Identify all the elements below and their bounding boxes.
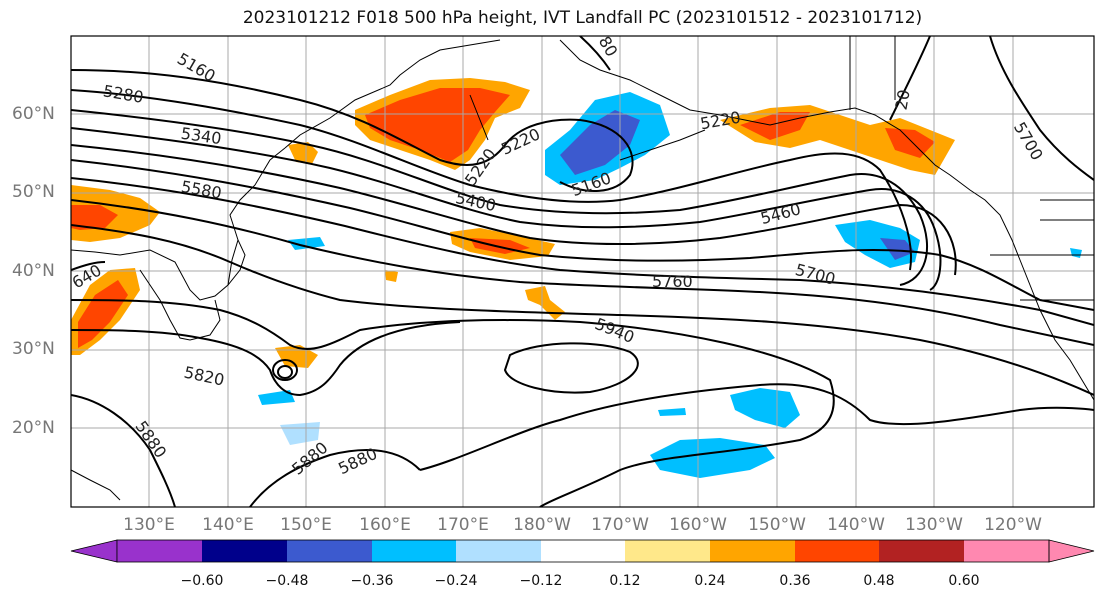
lon-label: 180°W — [513, 515, 571, 535]
lon-label: 170°W — [591, 515, 649, 535]
contour-label: 5940 — [592, 314, 637, 347]
lon-label: 170°E — [437, 515, 489, 535]
contour-label: 5400 — [454, 188, 498, 215]
chart-title: 2023101212 F018 500 hPa height, IVT Land… — [242, 8, 923, 28]
colorbar-segment — [456, 540, 541, 562]
colorbar-tick: 0.60 — [948, 573, 980, 589]
ivt-shading — [71, 78, 1082, 478]
colorbar-segment — [879, 540, 964, 562]
contour-label: 5160 — [174, 49, 219, 86]
map-frame — [70, 35, 1095, 508]
height-contours — [71, 36, 1094, 507]
lat-label: 30°N — [12, 339, 55, 359]
colorbar-tick: −0.36 — [350, 573, 394, 589]
lat-label: 20°N — [12, 418, 55, 438]
colorbar-tick: 0.48 — [863, 573, 895, 589]
colorbar-tick: 0.24 — [694, 573, 726, 589]
lon-label: 120°W — [984, 515, 1042, 535]
contour-label: 5880 — [131, 417, 170, 461]
graticule — [71, 36, 1094, 507]
colorbar-tick: 0.12 — [609, 573, 641, 589]
lon-label: 150°W — [748, 515, 806, 535]
colorbar-tick: −0.24 — [434, 573, 478, 589]
colorbar-segment — [372, 540, 456, 562]
colorbar-tick: 0.36 — [779, 573, 811, 589]
contour-label: 5880 — [335, 444, 380, 478]
lon-label: 150°E — [280, 515, 332, 535]
colorbar-extend-low — [70, 539, 118, 563]
colorbar-segment — [625, 540, 710, 562]
contour-label: 20 — [891, 88, 913, 111]
lon-label: 140°E — [202, 515, 254, 535]
colorbar-tick: −0.12 — [519, 573, 563, 589]
lon-label: 130°W — [905, 515, 963, 535]
contour-label: 5820 — [182, 363, 226, 390]
contour-label: 5280 — [102, 81, 145, 107]
contour-label: 5700 — [793, 260, 837, 289]
lon-label: 140°W — [827, 515, 885, 535]
lon-label: 130°E — [123, 515, 175, 535]
colorbar-segment — [287, 540, 372, 562]
lon-label: 160°E — [359, 515, 411, 535]
colorbar-segment — [964, 540, 1049, 562]
contour-label: 5760 — [652, 272, 693, 291]
lat-label: 60°N — [12, 104, 55, 124]
colorbar-segment — [202, 540, 287, 562]
lat-label: 50°N — [12, 182, 55, 202]
colorbar-tick: −0.60 — [180, 573, 224, 589]
colorbar-segment — [710, 540, 795, 562]
colorbar-tick: −0.48 — [265, 573, 309, 589]
colorbar-segment — [795, 540, 879, 562]
colorbar-segment — [541, 540, 625, 562]
lon-label: 160°W — [669, 515, 727, 535]
lat-label: 40°N — [12, 261, 55, 281]
colorbar-segment — [117, 540, 202, 562]
colorbar-extend-high — [1048, 539, 1095, 563]
contour-label: 5220 — [498, 124, 543, 158]
colorbar — [70, 539, 1095, 563]
contour-label: 5700 — [1010, 119, 1047, 164]
